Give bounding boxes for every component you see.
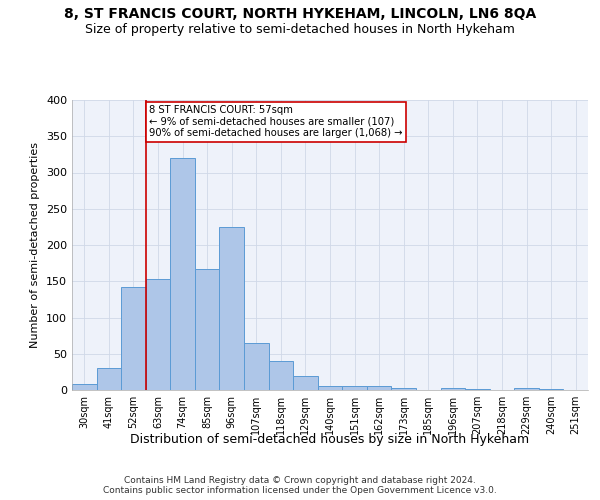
Bar [367,386,391,390]
Bar [465,388,490,390]
Bar [195,269,220,390]
Bar [97,368,121,390]
Bar [318,386,342,390]
Bar [539,388,563,390]
Bar [269,361,293,390]
Bar [342,386,367,390]
Bar [72,384,97,390]
Bar [220,227,244,390]
Bar [440,388,465,390]
Text: 8, ST FRANCIS COURT, NORTH HYKEHAM, LINCOLN, LN6 8QA: 8, ST FRANCIS COURT, NORTH HYKEHAM, LINC… [64,8,536,22]
Bar [514,388,539,390]
Text: Contains HM Land Registry data © Crown copyright and database right 2024.
Contai: Contains HM Land Registry data © Crown c… [103,476,497,495]
Text: 8 ST FRANCIS COURT: 57sqm
← 9% of semi-detached houses are smaller (107)
90% of : 8 ST FRANCIS COURT: 57sqm ← 9% of semi-d… [149,105,403,138]
Y-axis label: Number of semi-detached properties: Number of semi-detached properties [31,142,40,348]
Text: Distribution of semi-detached houses by size in North Hykeham: Distribution of semi-detached houses by … [130,432,530,446]
Bar [146,279,170,390]
Bar [244,343,269,390]
Text: Size of property relative to semi-detached houses in North Hykeham: Size of property relative to semi-detach… [85,22,515,36]
Bar [121,287,146,390]
Bar [170,158,195,390]
Bar [391,388,416,390]
Bar [293,376,318,390]
